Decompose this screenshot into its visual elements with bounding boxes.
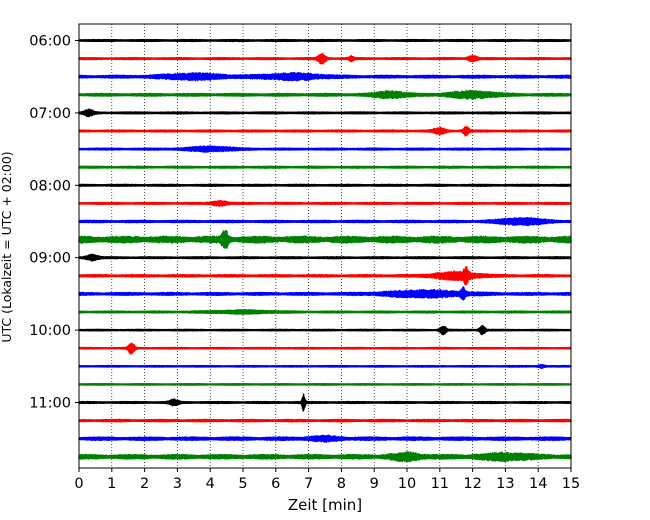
x-tick-label-6: 6 (271, 476, 280, 492)
trace-1115 (78, 418, 572, 423)
y-tick-label-10:00: 10:00 (29, 323, 71, 339)
trace-1100 (78, 393, 572, 412)
trace-1030 (78, 363, 572, 370)
trace-1130 (78, 434, 572, 443)
trace-1000 (78, 324, 572, 336)
trace-0945 (78, 308, 572, 315)
trace-1145 (78, 451, 572, 463)
trace-1045 (78, 382, 572, 386)
x-tick-label-5: 5 (238, 476, 247, 492)
y-tick-label-06:00: 06:00 (29, 34, 71, 50)
x-tick-label-11: 11 (431, 476, 449, 492)
trace-1015 (78, 342, 572, 355)
x-tick-label-15: 15 (562, 476, 580, 492)
y-tick-label-09:00: 09:00 (29, 251, 71, 267)
x-tick-label-9: 9 (370, 476, 379, 492)
x-tick-label-10: 10 (398, 476, 416, 492)
y-tick-label-11:00: 11:00 (29, 396, 71, 412)
x-tick-label-1: 1 (107, 476, 116, 492)
y-axis-ticks: 06:00 07:00 08:00 09:00 10:00 11:00 (29, 34, 79, 412)
trace-0830 (78, 216, 572, 227)
x-axis-label: Zeit [min] (288, 496, 362, 514)
trace-0745 (78, 165, 572, 169)
trace-0930 (78, 286, 572, 301)
trace-0715 (78, 125, 572, 137)
trace-0630 (78, 71, 572, 82)
x-tick-label-0: 0 (74, 476, 83, 492)
trace-0845 (78, 229, 572, 249)
x-tick-label-12: 12 (463, 476, 481, 492)
x-tick-label-7: 7 (304, 476, 313, 492)
trace-0815 (78, 199, 572, 207)
trace-0915 (78, 266, 572, 286)
vertical-grid (111, 24, 539, 468)
trace-0700 (78, 108, 572, 118)
y-tick-label-07:00: 07:00 (29, 106, 71, 122)
trace-0645 (78, 89, 572, 100)
x-tick-label-13: 13 (496, 476, 514, 492)
trace-0615 (78, 52, 572, 65)
trace-0900 (78, 253, 572, 262)
x-tick-label-2: 2 (140, 476, 149, 492)
y-tick-label-08:00: 08:00 (29, 178, 71, 194)
x-tick-label-8: 8 (337, 476, 346, 492)
y-axis-label: UTC (Lokalzeit = UTC + 02:00) (0, 151, 14, 342)
x-axis-ticks: 0 1 2 3 4 5 6 7 8 9 10 11 12 13 14 15 (74, 468, 580, 492)
trace-0800 (78, 183, 572, 187)
x-tick-label-3: 3 (173, 476, 182, 492)
trace-0600 (78, 38, 572, 43)
seismic-traces (78, 38, 572, 463)
trace-0730 (78, 145, 572, 153)
x-tick-label-4: 4 (206, 476, 215, 492)
x-tick-label-14: 14 (529, 476, 547, 492)
plot-frame (78, 23, 572, 469)
